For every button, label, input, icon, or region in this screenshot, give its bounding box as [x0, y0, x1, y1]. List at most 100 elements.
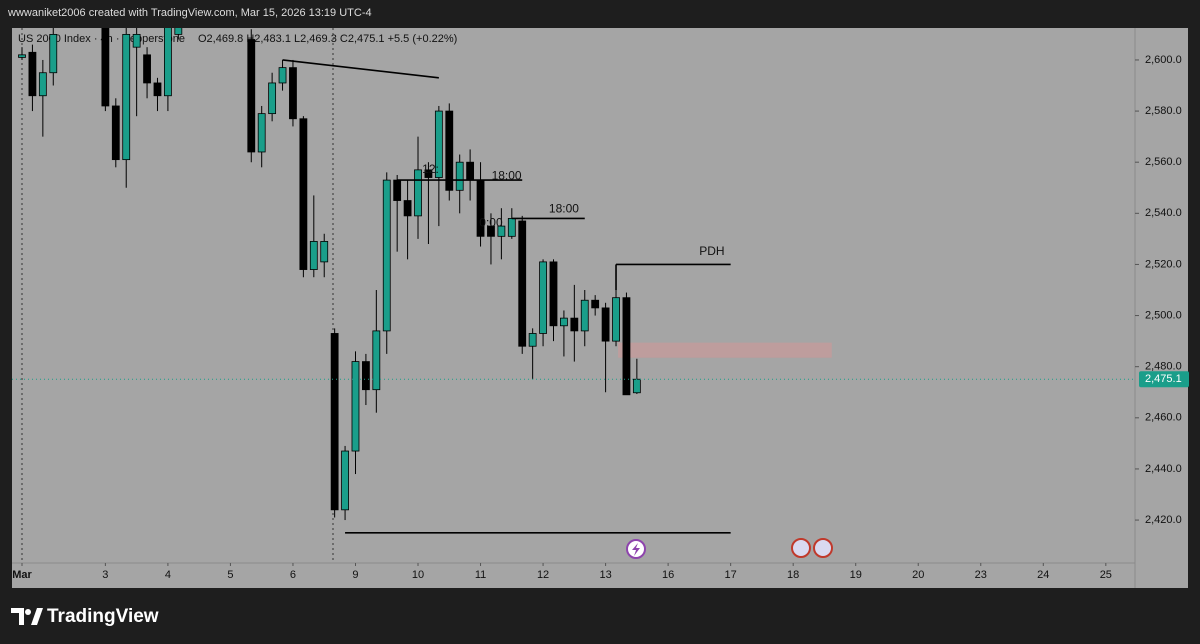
candle-body [487, 225, 495, 237]
logo-mark [11, 608, 24, 625]
annotation: 18:00 [549, 202, 579, 216]
y-tick-label: 2,560.0 [1145, 156, 1182, 168]
x-tick-label: Mar [12, 569, 32, 581]
x-tick-label: 4 [165, 569, 171, 581]
x-tick-label: 6 [290, 569, 296, 581]
plot-background [12, 28, 1188, 588]
candle-body [278, 67, 287, 84]
candle-body [18, 54, 26, 58]
candle-body [372, 330, 381, 391]
candle-body [330, 333, 339, 511]
candle-body [351, 361, 360, 452]
candle-body [445, 110, 454, 191]
x-tick-label: 13 [599, 569, 611, 581]
candle-body [570, 317, 579, 332]
candle-body [164, 28, 172, 97]
candle-body [622, 297, 631, 396]
annotation: 18:00 [492, 168, 522, 182]
x-tick-label: 25 [1100, 569, 1112, 581]
annotation: PDH [699, 244, 724, 258]
zone [618, 342, 832, 358]
candle-body [174, 28, 183, 35]
x-tick-label: 18 [787, 569, 799, 581]
x-tick-label: 23 [975, 569, 987, 581]
candle-body [549, 261, 558, 327]
candle-body [528, 333, 537, 347]
annotation: 12: [422, 162, 439, 176]
y-tick-label: 2,440.0 [1145, 463, 1182, 475]
y-tick-label: 2,520.0 [1145, 258, 1182, 270]
last-price-label: 2,475.1 [1145, 373, 1182, 385]
candle-body [49, 33, 58, 74]
candle-body [518, 220, 527, 347]
last-price-tag [1139, 371, 1189, 388]
header: wwwaniket2006 created with TradingView.c… [7, 7, 372, 19]
candle-body [539, 261, 547, 334]
logo-mark [25, 609, 31, 615]
event-icons [626, 538, 833, 559]
y-tick-label: 2,540.0 [1145, 207, 1182, 219]
candle-body [153, 82, 162, 97]
candle-body [257, 113, 266, 153]
event-flag [791, 538, 811, 558]
candle-body [309, 241, 318, 270]
candle-body [560, 317, 568, 327]
candle-body [382, 179, 391, 332]
candle-body [601, 307, 610, 342]
candle-body [580, 299, 589, 332]
logo: TradingView [11, 606, 159, 627]
candle-body [466, 161, 475, 181]
candle-body [28, 51, 37, 97]
candle-body [434, 110, 443, 178]
candle-body [122, 33, 131, 161]
candle-body [497, 225, 506, 237]
x-tick-label: 5 [227, 569, 233, 581]
ohlc: O2,469.8 H2,483.1 L2,469.3 C2,475.1 +5.5… [198, 33, 457, 45]
candle-body [132, 33, 141, 48]
candle-body [38, 72, 47, 97]
event-icon [632, 543, 640, 556]
candle-body [393, 179, 402, 201]
brand: TradingView [47, 606, 159, 627]
x-tick-label: 16 [662, 569, 674, 581]
y-tick-label: 2,480.0 [1145, 361, 1182, 373]
candle-body [507, 218, 516, 237]
candle-body [289, 67, 297, 120]
x-tick-label: 12 [537, 569, 549, 581]
y-tick-label: 2,500.0 [1145, 309, 1182, 321]
candle-body [362, 361, 370, 391]
candle-body [591, 299, 600, 309]
candle-body [299, 118, 308, 270]
candle-body [632, 378, 641, 394]
logo-mark [31, 608, 43, 625]
candle-body [320, 241, 329, 263]
annotation: 0:00 [479, 216, 503, 230]
x-tick-label: 24 [1037, 569, 1049, 581]
x-tick-label: 20 [912, 569, 924, 581]
x-tick-label: 11 [475, 569, 486, 581]
y-tick-label: 2,580.0 [1145, 105, 1182, 117]
candle-body [101, 28, 110, 107]
candle-body [455, 161, 464, 191]
x-tick-label: 17 [725, 569, 737, 581]
event-flag [813, 538, 833, 558]
y-tick-label: 2,420.0 [1145, 514, 1182, 526]
y-tick-label: 2,460.0 [1145, 412, 1182, 424]
x-tick-label: 9 [352, 569, 358, 581]
candle-body [247, 39, 256, 153]
candle-body [424, 169, 433, 178]
plot [18, 28, 832, 534]
candle-body [403, 200, 412, 217]
x-tick-label: 3 [102, 569, 108, 581]
candle-body [612, 297, 620, 342]
trend-line [282, 59, 439, 79]
candle-body [341, 450, 349, 511]
candle-body [268, 82, 277, 115]
candle-body [143, 54, 151, 84]
x-tick-label: 10 [412, 569, 424, 581]
y-tick-label: 2,600.0 [1145, 54, 1182, 66]
candle-body [414, 169, 422, 217]
x-tick-label: 19 [850, 569, 862, 581]
